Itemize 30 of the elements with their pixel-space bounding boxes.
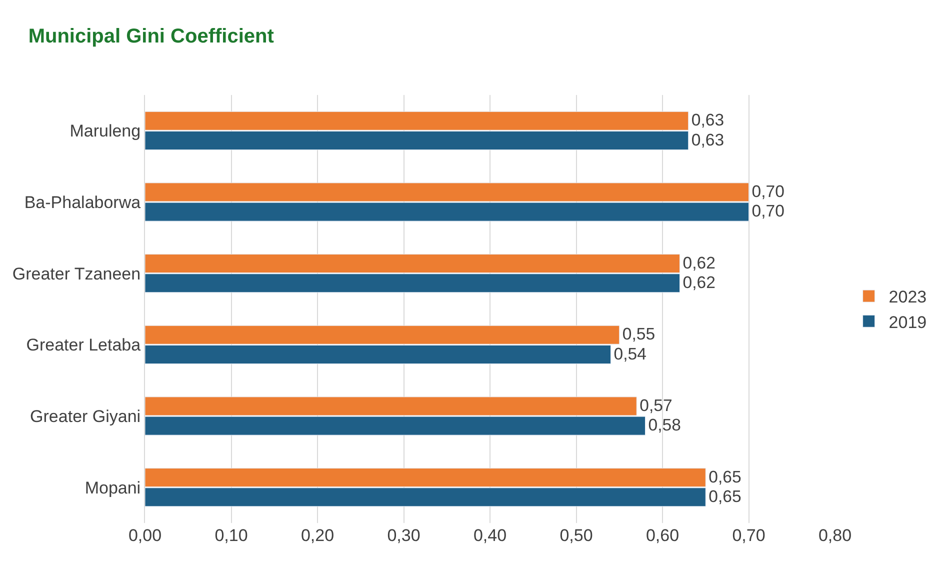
y-tick-label: Maruleng [70,122,141,141]
data-label: 0,65 [708,487,742,506]
x-tick-label: 0,80 [818,526,852,545]
data-label: 0,62 [682,253,716,272]
x-tick-label: 0,10 [214,526,248,545]
x-tick-label: 0,70 [732,526,766,545]
data-label: 0,70 [752,182,784,202]
x-tick-label: 0,30 [387,526,420,545]
y-tick-label: Greater Tzaneen [12,264,141,284]
x-tick-label: 0,00 [128,526,162,545]
data-label: 0,63 [691,110,724,130]
chart-title: Municipal Gini Coefficient [28,26,274,48]
data-label: 0,54 [614,344,646,364]
data-label: 0,70 [752,202,784,221]
x-tick-label: 0,20 [300,526,334,545]
legend-label: 2019 [888,312,927,332]
x-tick-label: 0,40 [473,526,507,545]
y-tick-label: Ba-Phalaborwa [24,192,142,212]
legend-label: 2023 [888,288,927,307]
data-label: 0,65 [708,467,742,486]
data-label: 0,58 [648,416,681,435]
x-tick-label: 0,50 [560,526,593,545]
x-tick-label: 0,60 [646,526,680,545]
y-tick-label: Greater Giyani [30,406,141,426]
data-label: 0,63 [691,130,724,150]
data-label: 0,57 [640,396,672,416]
y-tick-label: Mopani [84,478,141,498]
y-tick-label: Greater Letaba [26,336,142,355]
data-label: 0,62 [682,273,716,292]
data-label: 0,55 [622,324,656,344]
